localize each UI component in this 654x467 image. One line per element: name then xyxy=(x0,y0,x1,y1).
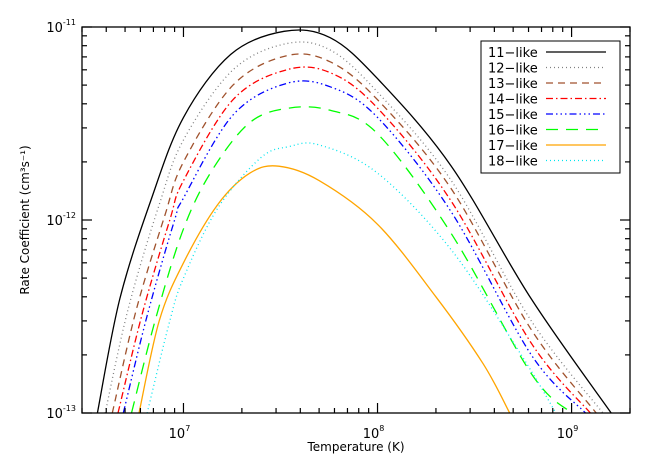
x-tick-label: 109 xyxy=(557,424,579,442)
legend-label: 18−like xyxy=(488,155,538,170)
x-tick-label: 107 xyxy=(169,424,191,442)
series-line-13-like xyxy=(111,53,597,414)
legend: 11−like12−like13−like14−like15−like16−li… xyxy=(480,40,621,174)
series-line-14-like xyxy=(117,66,591,414)
series-line-18-like xyxy=(146,142,557,414)
legend-label: 16−like xyxy=(488,124,538,139)
y-tick-label: 10-11 xyxy=(46,18,76,36)
y-tick-label: 10-12 xyxy=(46,211,76,229)
x-axis-label: Temperature (K) xyxy=(306,440,404,454)
series-line-15-like xyxy=(122,80,586,414)
axis-ticks xyxy=(81,26,631,414)
series-line-16-like xyxy=(130,106,573,414)
legend-label: 15−like xyxy=(488,108,538,123)
series-line-17-like xyxy=(138,165,511,414)
legend-label: 13−like xyxy=(488,77,538,92)
y-tick-label: 10-13 xyxy=(46,404,76,422)
legend-label: 17−like xyxy=(488,139,538,154)
series-line-11-like xyxy=(96,29,612,414)
plot-curves xyxy=(96,29,612,414)
legend-box xyxy=(480,40,621,174)
legend-label: 11−like xyxy=(488,46,538,61)
legend-label: 12−like xyxy=(488,62,538,77)
x-tick-label: 108 xyxy=(363,424,385,442)
axis-tick-labels: 107 108 109 10-11 10-12 10-13 xyxy=(46,18,578,442)
series-line-12-like xyxy=(104,41,604,414)
legend-label: 14−like xyxy=(488,93,538,108)
y-axis-label: Rate Coefficient (cm³s⁻¹) xyxy=(18,145,32,294)
